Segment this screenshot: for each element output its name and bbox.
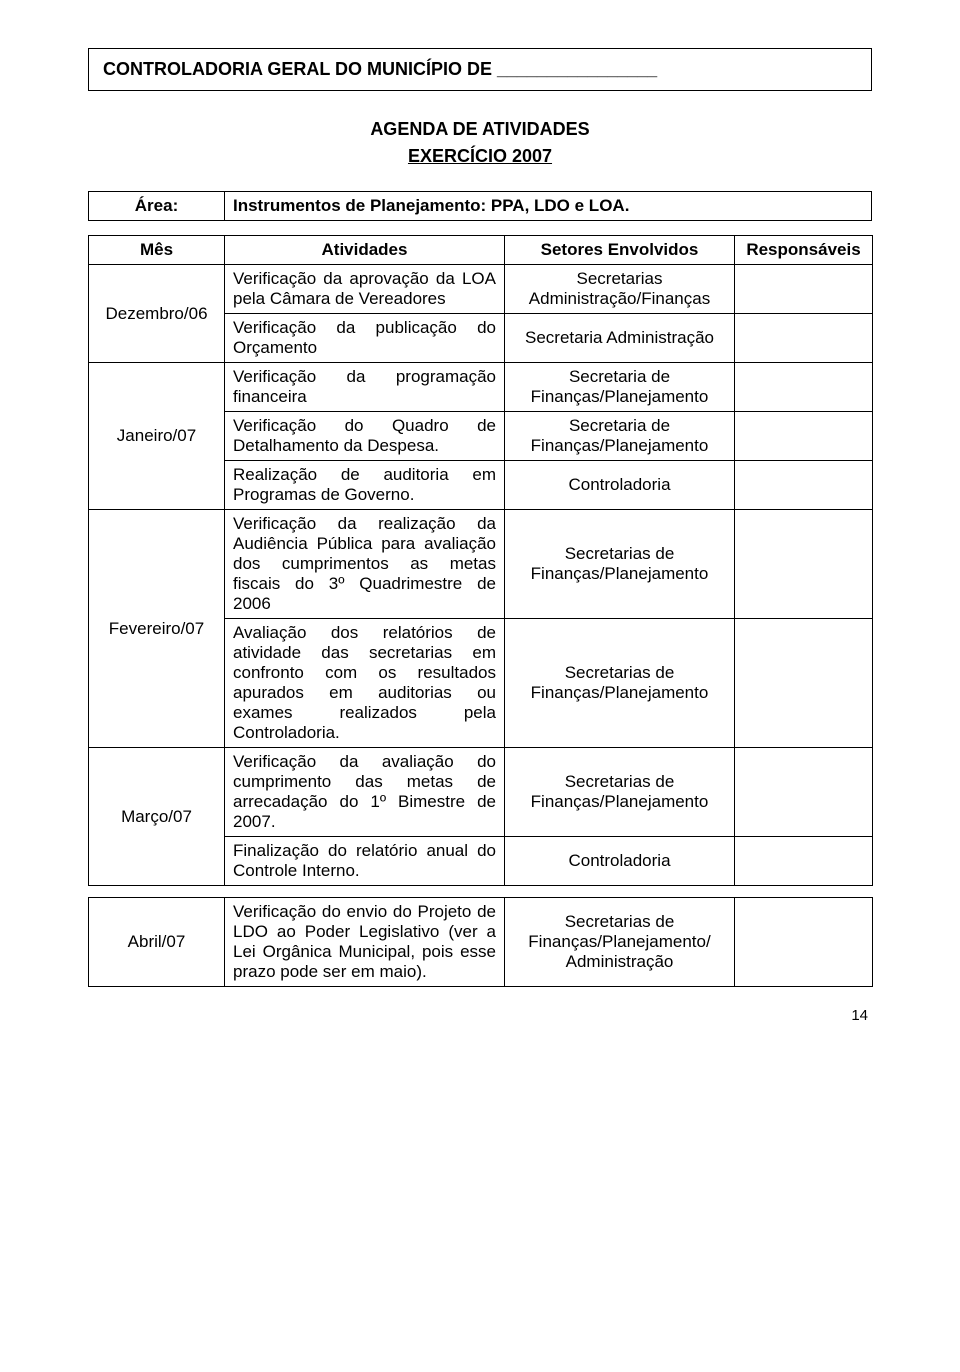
cell-setor: Secretarias de Finanças/Planejamento/ Ad… <box>505 898 735 987</box>
area-value: Instrumentos de Planejamento: PPA, LDO e… <box>225 192 872 221</box>
table-row: Março/07 Verificação da avaliação do cum… <box>89 748 873 837</box>
document-page: CONTROLADORIA GERAL DO MUNICÍPIO DE ____… <box>0 0 960 1064</box>
area-table: Área: Instrumentos de Planejamento: PPA,… <box>88 191 872 221</box>
table-row: Fevereiro/07 Verificação da realização d… <box>89 510 873 619</box>
cell-mes: Março/07 <box>89 748 225 886</box>
cell-resp <box>735 314 873 363</box>
cell-setor: Secretaria de Finanças/Planejamento <box>505 363 735 412</box>
cell-resp <box>735 412 873 461</box>
cell-atividade: Verificação do Quadro de Detalhamento da… <box>225 412 505 461</box>
cell-atividade: Verificação da aprovação da LOA pela Câm… <box>225 265 505 314</box>
cell-resp <box>735 510 873 619</box>
table-header-row: Mês Atividades Setores Envolvidos Respon… <box>89 236 873 265</box>
cell-setor: Secretarias de Finanças/Planejamento <box>505 619 735 748</box>
cell-setor: Secretaria Administração <box>505 314 735 363</box>
cell-resp <box>735 619 873 748</box>
cell-setor: Secretarias de Finanças/Planejamento <box>505 510 735 619</box>
cell-atividade: Verificação do envio do Projeto de LDO a… <box>225 898 505 987</box>
cell-setor: Controladoria <box>505 461 735 510</box>
th-setores: Setores Envolvidos <box>505 236 735 265</box>
cell-mes: Janeiro/07 <box>89 363 225 510</box>
cell-resp <box>735 461 873 510</box>
cell-mes: Abril/07 <box>89 898 225 987</box>
table-row: Janeiro/07 Verificação da programação fi… <box>89 363 873 412</box>
cell-setor: Secretaria de Finanças/Planejamento <box>505 412 735 461</box>
cell-atividade: Verificação da programação financeira <box>225 363 505 412</box>
cell-atividade: Realização de auditoria em Programas de … <box>225 461 505 510</box>
table-row: Abril/07 Verificação do envio do Projeto… <box>89 898 873 987</box>
cell-resp <box>735 837 873 886</box>
subtitle-agenda: AGENDA DE ATIVIDADES <box>88 119 872 140</box>
th-atividades: Atividades <box>225 236 505 265</box>
cell-resp <box>735 363 873 412</box>
cell-atividade: Verificação da avaliação do cumprimento … <box>225 748 505 837</box>
cell-atividade: Verificação da realização da Audiência P… <box>225 510 505 619</box>
cell-setor: Secretarias de Finanças/Planejamento <box>505 748 735 837</box>
page-number: 14 <box>88 1007 872 1024</box>
th-responsaveis: Responsáveis <box>735 236 873 265</box>
cell-mes: Fevereiro/07 <box>89 510 225 748</box>
table-row: Dezembro/06 Verificação da aprovação da … <box>89 265 873 314</box>
cell-resp <box>735 748 873 837</box>
subtitle-exercicio: EXERCÍCIO 2007 <box>88 146 872 167</box>
cell-resp <box>735 265 873 314</box>
cell-atividade: Verificação da publicação do Orçamento <box>225 314 505 363</box>
th-mes: Mês <box>89 236 225 265</box>
cell-mes: Dezembro/06 <box>89 265 225 363</box>
area-label: Área: <box>89 192 225 221</box>
cell-resp <box>735 898 873 987</box>
cell-setor: Controladoria <box>505 837 735 886</box>
cell-atividade: Finalização do relatório anual do Contro… <box>225 837 505 886</box>
activities-table: Mês Atividades Setores Envolvidos Respon… <box>88 235 873 987</box>
cell-atividade: Avaliação dos relatórios de atividade da… <box>225 619 505 748</box>
cell-setor: Secretarias Administração/Finanças <box>505 265 735 314</box>
spacer-row <box>89 886 873 898</box>
title-box: CONTROLADORIA GERAL DO MUNICÍPIO DE ____… <box>88 48 872 91</box>
document-title: CONTROLADORIA GERAL DO MUNICÍPIO DE ____… <box>103 59 657 79</box>
